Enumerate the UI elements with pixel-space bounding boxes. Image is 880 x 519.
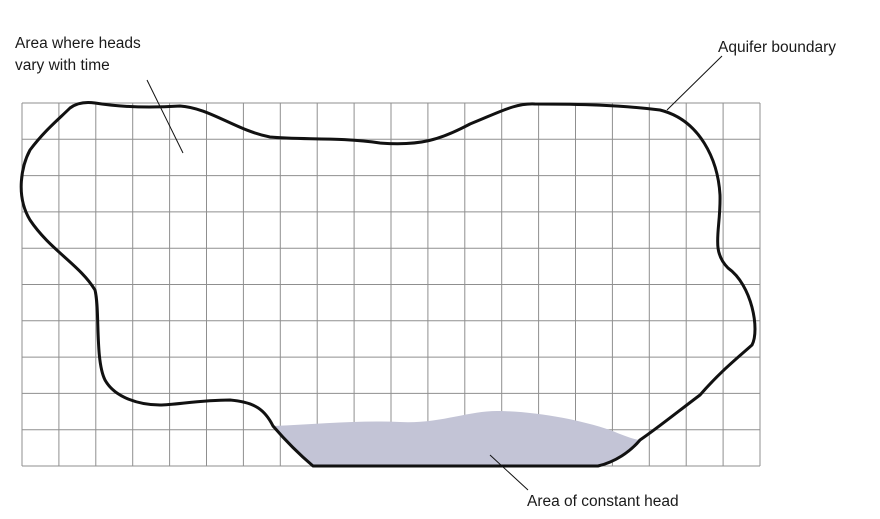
model-grid [21, 102, 761, 467]
variable-head-label-line1: Area where heads [15, 35, 141, 52]
variable-head-leader-line [146, 79, 184, 154]
constant-head-area [273, 410, 641, 466]
aquifer-boundary-label: Aquifer boundary [718, 39, 836, 56]
variable-head-label-line2: vary with time [15, 57, 110, 74]
constant-head-leader-line [489, 454, 529, 491]
aquifer-boundary-outline [19, 101, 757, 468]
constant-head-label: Area of constant head [527, 493, 679, 510]
aquifer-boundary-leader-line [666, 55, 723, 111]
